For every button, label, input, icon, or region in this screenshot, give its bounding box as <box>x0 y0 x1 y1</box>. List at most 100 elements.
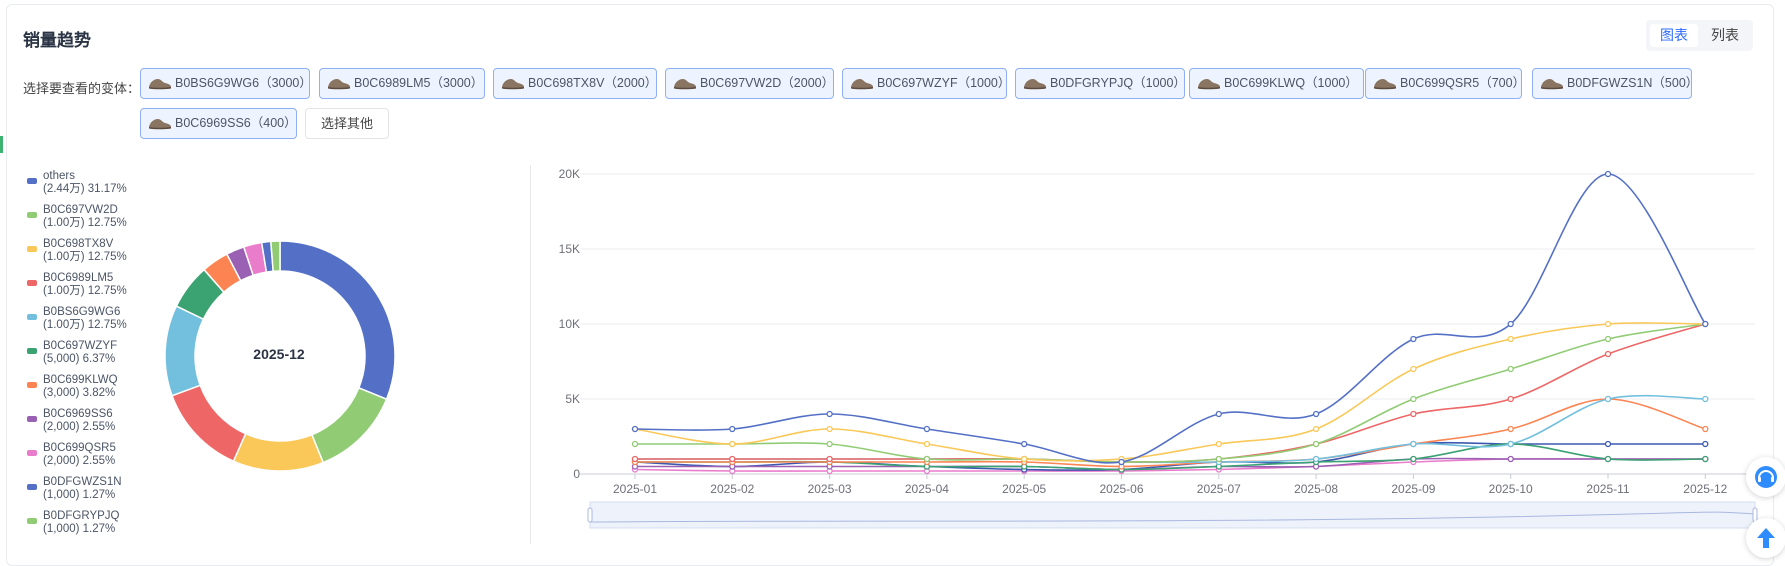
x-tick-label: 2025-11 <box>1586 482 1629 496</box>
select-other-button[interactable]: 选择其他 <box>305 108 389 139</box>
data-point[interactable] <box>1507 335 1514 343</box>
product-thumbnail-icon <box>1374 79 1396 90</box>
data-point[interactable] <box>1312 455 1320 463</box>
data-point[interactable] <box>1604 320 1612 328</box>
data-point[interactable] <box>826 440 833 448</box>
data-point[interactable] <box>1410 410 1417 418</box>
data-point[interactable] <box>631 455 639 463</box>
data-point[interactable] <box>1410 335 1417 343</box>
zoom-slider[interactable] <box>589 501 1756 529</box>
donut-slice[interactable] <box>269 240 281 273</box>
legend-label: others (2.44万) 31.17% <box>43 170 127 195</box>
data-point[interactable] <box>1507 365 1514 373</box>
donut-slice[interactable] <box>279 240 396 401</box>
legend-swatch <box>27 246 37 252</box>
legend-swatch <box>27 280 37 286</box>
data-point[interactable] <box>1604 440 1612 448</box>
data-point[interactable] <box>631 425 639 433</box>
data-point[interactable] <box>1410 440 1417 448</box>
data-point[interactable] <box>1312 410 1320 418</box>
x-tick-label: 2025-12 <box>1683 482 1727 496</box>
data-point[interactable] <box>923 425 931 433</box>
variant-chip-label: B0DFGWZS1N（500） <box>1567 76 1699 90</box>
data-point[interactable] <box>1118 458 1125 466</box>
data-point[interactable] <box>1507 395 1514 403</box>
data-point[interactable] <box>1410 395 1417 403</box>
product-thumbnail-icon <box>1198 79 1220 90</box>
data-point[interactable] <box>1021 440 1028 448</box>
data-point[interactable] <box>729 440 736 448</box>
data-point[interactable] <box>729 425 736 433</box>
data-point[interactable] <box>1410 365 1417 373</box>
variant-chip[interactable]: B0C6969SS6（400） <box>140 108 297 139</box>
series-line[interactable] <box>634 322 1706 462</box>
y-tick-label: 20K <box>559 167 580 181</box>
arrow-up-icon <box>1757 528 1775 548</box>
data-point[interactable] <box>826 410 833 418</box>
data-point[interactable] <box>1604 335 1612 343</box>
donut-slice[interactable] <box>164 305 205 397</box>
data-point[interactable] <box>1604 455 1612 463</box>
data-point[interactable] <box>631 440 639 448</box>
data-point[interactable] <box>1702 440 1709 448</box>
tab-list[interactable]: 列表 <box>1711 27 1739 43</box>
donut-slice[interactable] <box>232 432 325 472</box>
x-tick-label: 2025-06 <box>1099 482 1143 496</box>
data-point[interactable] <box>1604 170 1612 178</box>
data-point[interactable] <box>923 440 931 448</box>
data-point[interactable] <box>1215 410 1222 418</box>
data-point[interactable] <box>1410 455 1417 463</box>
series-line[interactable] <box>634 173 1706 464</box>
data-point[interactable] <box>1021 455 1028 463</box>
data-point[interactable] <box>1312 440 1320 448</box>
data-point[interactable] <box>1215 440 1222 448</box>
data-point[interactable] <box>1604 395 1612 403</box>
variant-chip[interactable]: B0C6989LM5（3000） <box>319 68 485 99</box>
product-thumbnail-icon <box>1024 79 1046 90</box>
data-point[interactable] <box>1702 425 1709 433</box>
variant-chip-label: B0C697WZYF（1000） <box>877 76 1011 90</box>
data-point[interactable] <box>1702 395 1709 403</box>
variant-chip[interactable]: B0BS6G9WG6（3000） <box>140 68 312 99</box>
legend-swatch <box>27 518 37 524</box>
variant-chip[interactable]: B0C697WZYF（1000） <box>842 68 1011 99</box>
series-line[interactable] <box>635 323 1706 463</box>
data-point[interactable] <box>1507 455 1514 463</box>
data-point[interactable] <box>826 455 833 463</box>
legend-label: B0C6989LM5 (1.00万) 12.75% <box>43 272 127 297</box>
data-point[interactable] <box>1507 320 1514 328</box>
y-tick-label: 5K <box>565 392 580 406</box>
back-to-top-button[interactable] <box>1746 518 1785 558</box>
variant-chip[interactable]: B0C697VW2D（2000） <box>665 68 834 99</box>
donut-slice[interactable] <box>171 384 247 463</box>
x-tick-label: 2025-07 <box>1197 482 1241 496</box>
tab-chart[interactable]: 图表 <box>1650 24 1698 47</box>
data-point[interactable] <box>1702 455 1709 463</box>
x-tick-label: 2025-01 <box>613 482 657 496</box>
data-point[interactable] <box>1604 350 1612 358</box>
data-point[interactable] <box>923 455 931 463</box>
series-line[interactable] <box>635 398 1706 468</box>
variant-chip[interactable]: B0DFGRYPJQ（1000） <box>1015 68 1186 99</box>
legend-swatch <box>27 382 37 388</box>
donut-slice[interactable] <box>310 386 388 464</box>
data-point[interactable] <box>826 425 833 433</box>
x-tick-label: 2025-03 <box>808 482 852 496</box>
customer-service-button[interactable] <box>1746 457 1785 497</box>
variant-chip[interactable]: B0C698TX8V（2000） <box>493 68 657 99</box>
variant-chip[interactable]: B0DFGWZS1N（500） <box>1532 68 1698 99</box>
data-point[interactable] <box>1215 455 1222 463</box>
x-tick-label: 2025-04 <box>905 482 949 496</box>
zoom-handle-left[interactable] <box>587 507 593 523</box>
data-point[interactable] <box>1507 425 1514 433</box>
series-line[interactable] <box>635 323 1706 463</box>
data-point[interactable] <box>1312 425 1320 433</box>
variant-chip[interactable]: B0C699QSR5（700） <box>1365 68 1525 99</box>
data-point[interactable] <box>729 455 736 463</box>
data-point[interactable] <box>1507 440 1514 448</box>
x-tick-label: 2025-02 <box>710 482 754 496</box>
data-point[interactable] <box>1702 320 1709 328</box>
product-thumbnail-icon <box>674 79 696 90</box>
variant-chip[interactable]: B0C699KLWQ（1000） <box>1189 68 1364 99</box>
variant-chip-label: B0DFGRYPJQ（1000） <box>1050 76 1186 90</box>
